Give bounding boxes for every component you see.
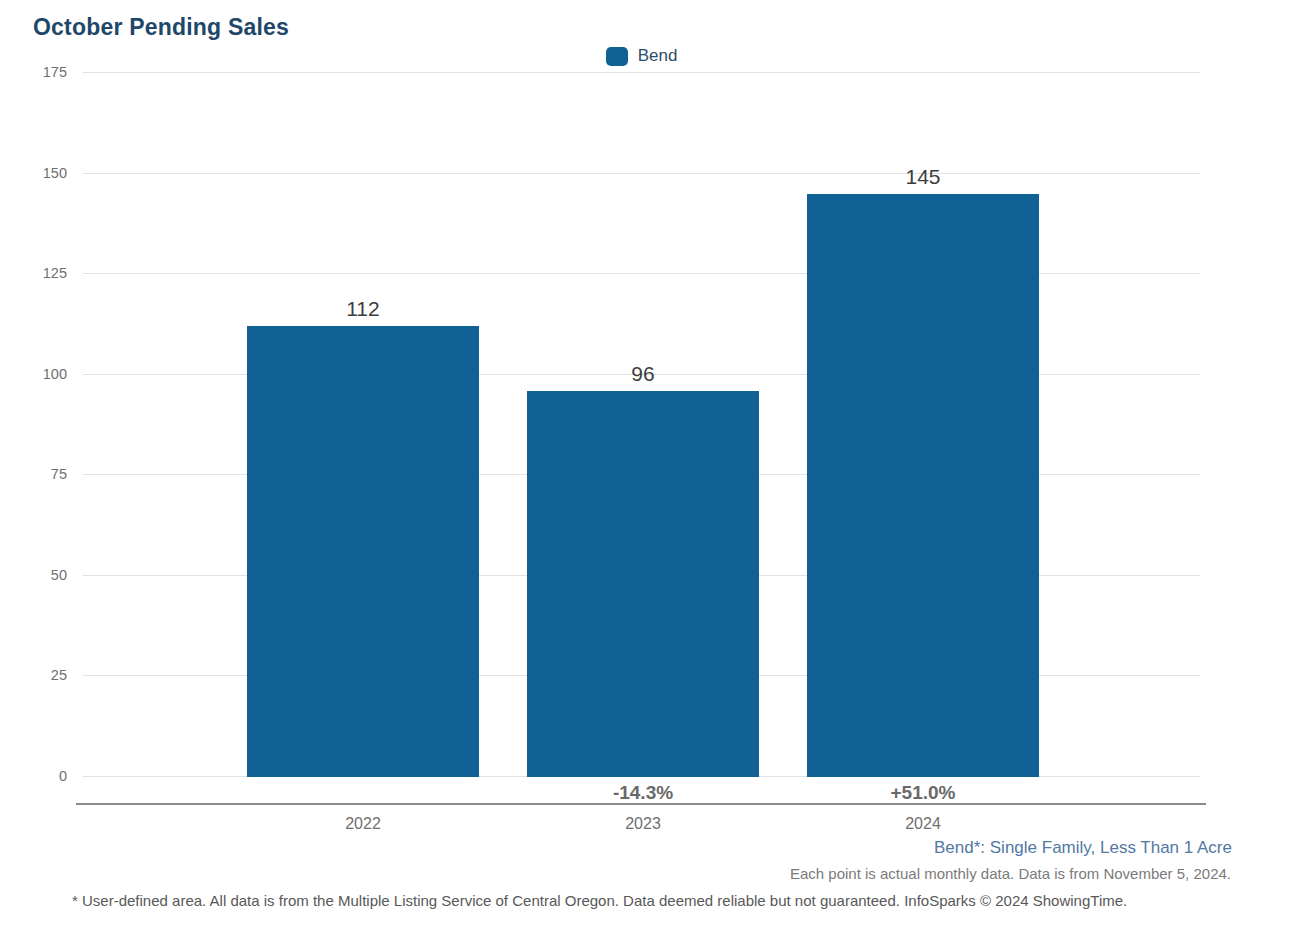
bar-2022[interactable] — [247, 326, 479, 777]
bar-2024[interactable] — [807, 194, 1039, 777]
series-definition-note: Bend*: Single Family, Less Than 1 Acre — [934, 838, 1232, 858]
chart-canvas: October Pending Sales Bend 112 96 145 Bend… — [0, 0, 1291, 934]
disclaimer-note: * User-defined area. All data is from th… — [72, 892, 1127, 909]
bar-value-label: 112 — [247, 297, 479, 321]
y-axis-tick-label: 0 — [15, 768, 67, 784]
gridline-y-175 — [83, 72, 1200, 73]
percent-change-label: -14.3% — [527, 782, 759, 804]
bar-2023[interactable] — [527, 391, 759, 777]
plot-area: 112 96 145 — [83, 73, 1200, 777]
x-axis-label-2023: 2023 — [527, 815, 759, 833]
chart-title: October Pending Sales — [33, 14, 289, 41]
legend[interactable]: Bend — [83, 45, 1200, 67]
y-axis-tick-label: 175 — [15, 64, 67, 80]
y-axis-tick-label: 75 — [15, 466, 67, 482]
x-axis-label-2022: 2022 — [247, 815, 479, 833]
data-source-note: Each point is actual monthly data. Data … — [790, 865, 1231, 882]
legend-swatch-bend — [606, 47, 628, 66]
y-axis-tick-label: 150 — [15, 165, 67, 181]
legend-label-bend: Bend — [638, 46, 678, 66]
x-axis-label-2024: 2024 — [807, 815, 1039, 833]
bar-value-label: 145 — [807, 165, 1039, 189]
y-axis-tick-label: 25 — [15, 667, 67, 683]
y-axis-tick-label: 125 — [15, 265, 67, 281]
percent-change-label: +51.0% — [807, 782, 1039, 804]
y-axis-tick-label: 100 — [15, 366, 67, 382]
bar-value-label: 96 — [527, 362, 759, 386]
y-axis-tick-label: 50 — [15, 567, 67, 583]
